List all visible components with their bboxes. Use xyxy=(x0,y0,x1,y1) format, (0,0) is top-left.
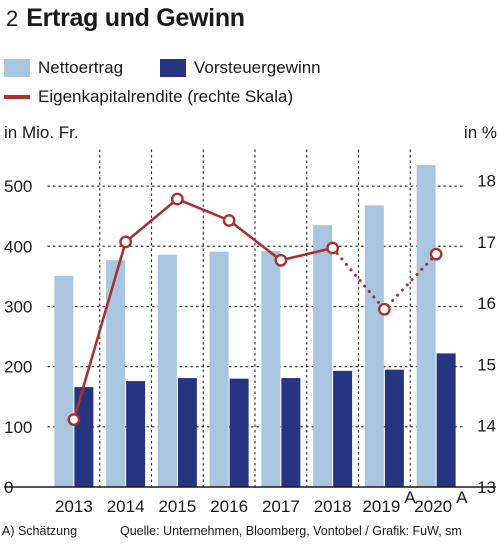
bar-vorsteuergewinn xyxy=(177,378,197,487)
footer-note: A) Schätzung xyxy=(2,524,78,538)
x-tick-label: 2019 xyxy=(362,497,400,516)
bar-vorsteuergewinn xyxy=(74,387,94,487)
x-tick-label: 2015 xyxy=(158,497,196,516)
bar-nettoertrag xyxy=(157,254,177,487)
roe-point xyxy=(119,235,133,249)
roe-point xyxy=(326,241,340,255)
roe-point xyxy=(377,302,391,316)
legend-swatch-eigenkapitalrendite xyxy=(4,95,30,99)
roe-point xyxy=(170,192,184,206)
right-tick-label: 13 xyxy=(477,478,496,497)
legend-item-eigenkapitalrendite: Eigenkapitalrendite (rechte Skala) xyxy=(4,87,293,107)
bar-vorsteuergewinn xyxy=(436,353,456,487)
gridlines xyxy=(47,149,463,488)
x-tick-superscript: A xyxy=(404,488,416,507)
footer-source: Quelle: Unternehmen, Bloomberg, Vontobel… xyxy=(120,524,462,538)
right-tick-label: 18 xyxy=(477,172,496,191)
x-tick-label: 2016 xyxy=(210,497,248,516)
x-tick-label: 2013 xyxy=(55,497,93,516)
bar-nettoertrag xyxy=(106,260,126,487)
right-axis-label: in % xyxy=(464,123,497,142)
right-tick-label: 17 xyxy=(477,233,496,252)
bar-vorsteuergewinn xyxy=(229,378,249,487)
figure-number: 2 xyxy=(6,6,19,31)
chart-title: Ertrag und Gewinn xyxy=(26,4,245,32)
bar-nettoertrag xyxy=(261,251,281,487)
chart-header: 2 Ertrag und Gewinn xyxy=(6,4,245,40)
x-tick-label: 2014 xyxy=(107,497,145,516)
left-tick-label: 300 xyxy=(4,297,32,316)
left-tick-label: 500 xyxy=(4,177,32,196)
x-tick-label: 2018 xyxy=(314,497,352,516)
bar-nettoertrag xyxy=(313,225,333,488)
left-axis-ticks: 0 100 200 300 400 500 xyxy=(4,177,32,497)
legend-label-vorsteuergewinn: Vorsteuergewinn xyxy=(194,58,321,77)
bar-nettoertrag xyxy=(54,275,74,487)
roe-point xyxy=(274,253,288,267)
bar-vorsteuergewinn xyxy=(126,381,146,487)
legend-swatch-vorsteuergewinn xyxy=(160,59,186,77)
roe-point xyxy=(222,214,236,227)
right-tick-label: 15 xyxy=(477,355,496,374)
x-tick-label: 2020 xyxy=(414,497,452,516)
bar-vorsteuergewinn xyxy=(333,370,353,487)
right-axis-ticks: 13 14 15 16 17 18 xyxy=(477,172,496,497)
bar-vorsteuergewinn xyxy=(281,378,301,487)
left-tick-label: 0 xyxy=(4,478,13,497)
legend-item-vorsteuergewinn: Vorsteuergewinn xyxy=(160,58,321,78)
bar-nettoertrag xyxy=(364,205,384,487)
legend-label-eigenkapitalrendite: Eigenkapitalrendite (rechte Skala) xyxy=(38,87,294,106)
left-tick-label: 100 xyxy=(4,418,32,437)
legend-item-nettoertrag: Nettoertrag xyxy=(4,58,123,78)
x-tick-superscript: A xyxy=(456,488,468,507)
legend-swatch-nettoertrag xyxy=(4,59,30,77)
legend-label-nettoertrag: Nettoertrag xyxy=(38,58,124,77)
bars xyxy=(4,165,496,488)
left-tick-label: 200 xyxy=(4,358,32,377)
roe-point xyxy=(429,247,443,261)
roe-point xyxy=(67,413,81,426)
roe-line xyxy=(67,192,443,426)
right-tick-label: 16 xyxy=(477,294,496,313)
right-tick-label: 14 xyxy=(477,417,496,436)
x-tick-label: 2017 xyxy=(262,497,300,516)
bar-vorsteuergewinn xyxy=(384,369,404,487)
left-tick-label: 400 xyxy=(4,237,32,256)
roe-line-actual xyxy=(72,197,333,420)
left-axis-label: in Mio. Fr. xyxy=(4,123,79,142)
bar-nettoertrag xyxy=(416,165,436,487)
bar-nettoertrag xyxy=(209,251,229,487)
